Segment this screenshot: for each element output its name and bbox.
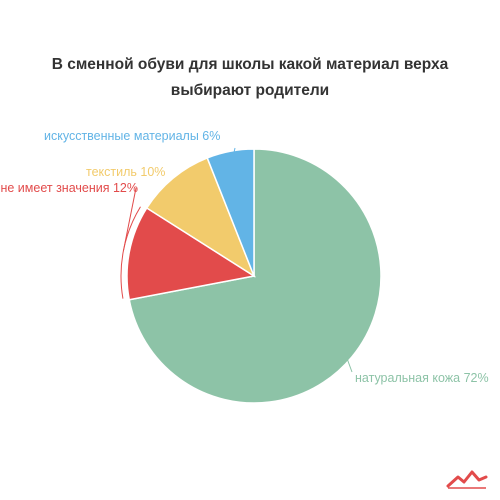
slice-label: не имеет значения 12%	[0, 181, 138, 195]
pie-slice	[145, 156, 256, 278]
brand-logo-icon	[446, 470, 488, 489]
pie-slice	[126, 206, 257, 301]
leader-line	[231, 147, 236, 162]
pie-slice	[206, 148, 255, 277]
slice-label: натуральная кожа 72%	[355, 371, 489, 385]
slice-label: искусственные материалы 6%	[44, 129, 220, 143]
leader-line	[177, 177, 180, 186]
leader-line	[343, 350, 353, 373]
chart-title-line-2: выбирают родители	[170, 82, 330, 99]
chart-title: В сменной обуви для школы какой материал…	[0, 52, 500, 104]
leader-line	[122, 187, 137, 252]
chart-title-line-1: В сменной обуви для школы какой материал…	[51, 56, 449, 73]
slice-label: текстиль 10%	[86, 165, 165, 179]
slice-bracket	[120, 206, 141, 299]
